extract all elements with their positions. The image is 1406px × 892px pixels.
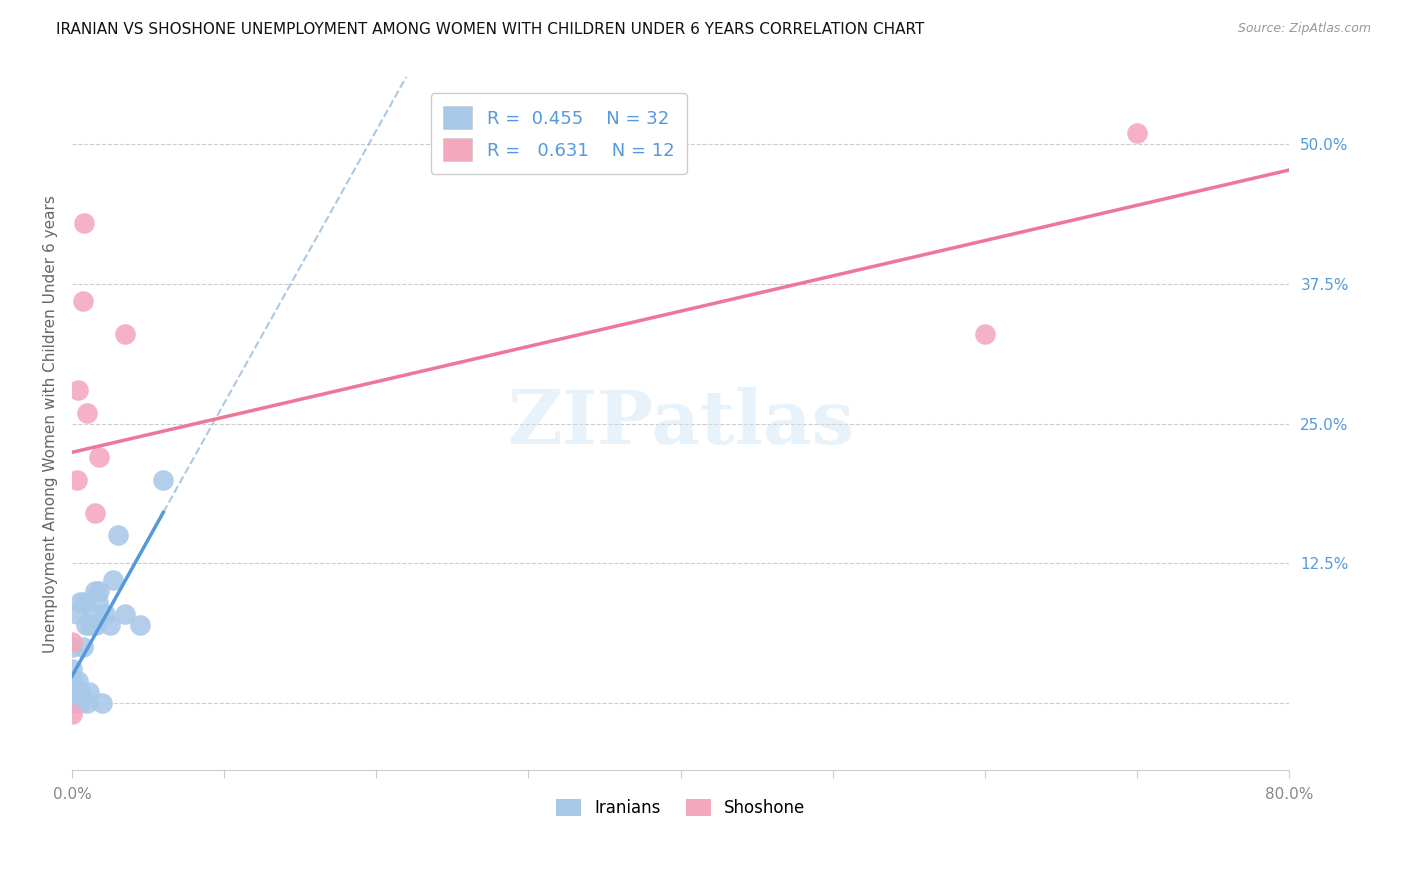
Text: Source: ZipAtlas.com: Source: ZipAtlas.com <box>1237 22 1371 36</box>
Point <box>152 473 174 487</box>
Point <box>69 595 91 609</box>
Point <box>98 617 121 632</box>
Point <box>76 696 98 710</box>
Point <box>89 584 111 599</box>
Point <box>60 663 83 677</box>
Point <box>974 327 997 342</box>
Point <box>72 640 94 654</box>
Point <box>114 607 136 621</box>
Point <box>80 607 103 621</box>
Point <box>77 685 100 699</box>
Point <box>60 685 83 699</box>
Point <box>107 528 129 542</box>
Point <box>60 634 83 648</box>
Point <box>114 327 136 342</box>
Point <box>65 685 87 699</box>
Point <box>60 640 83 654</box>
Text: IRANIAN VS SHOSHONE UNEMPLOYMENT AMONG WOMEN WITH CHILDREN UNDER 6 YEARS CORRELA: IRANIAN VS SHOSHONE UNEMPLOYMENT AMONG W… <box>56 22 925 37</box>
Legend: Iranians, Shoshone: Iranians, Shoshone <box>550 792 811 824</box>
Point <box>72 293 94 308</box>
Point <box>60 696 83 710</box>
Point <box>73 595 96 609</box>
Point <box>60 707 83 722</box>
Point <box>76 405 98 419</box>
Point <box>101 573 124 587</box>
Point <box>60 673 83 688</box>
Text: ZIPatlas: ZIPatlas <box>508 387 853 460</box>
Point <box>94 607 117 621</box>
Y-axis label: Unemployment Among Women with Children Under 6 years: Unemployment Among Women with Children U… <box>44 194 58 653</box>
Point <box>63 696 86 710</box>
Point <box>75 617 97 632</box>
Point <box>73 216 96 230</box>
Point <box>1126 126 1149 140</box>
Point <box>89 450 111 465</box>
Point <box>69 685 91 699</box>
Point <box>79 617 101 632</box>
Point <box>86 617 108 632</box>
Point <box>83 506 105 520</box>
Point <box>65 607 87 621</box>
Point <box>69 696 91 710</box>
Point <box>65 473 87 487</box>
Point <box>91 696 114 710</box>
Point <box>87 595 110 609</box>
Point <box>60 690 83 705</box>
Point <box>67 383 90 397</box>
Point <box>67 673 90 688</box>
Point <box>83 584 105 599</box>
Point <box>129 617 152 632</box>
